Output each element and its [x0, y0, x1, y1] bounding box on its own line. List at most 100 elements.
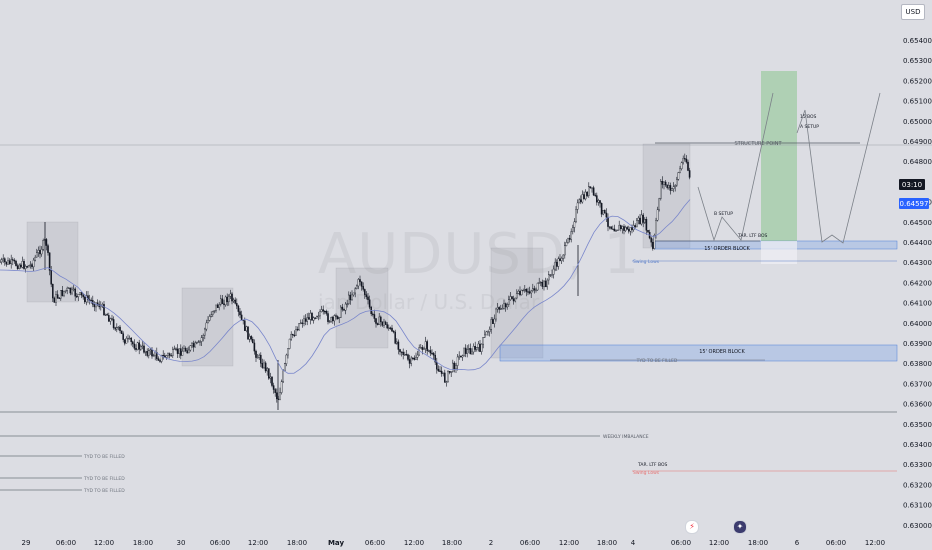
- candle-body: [324, 310, 326, 313]
- time-tick-label: 06:00: [210, 539, 230, 547]
- candle-body: [231, 293, 233, 302]
- candle-body: [178, 348, 181, 354]
- candle-body: [168, 353, 171, 356]
- candle-body: [106, 314, 108, 316]
- range-box[interactable]: [335, 267, 389, 349]
- candle-body: [348, 294, 350, 304]
- price-tick-label: 0.63300: [903, 461, 932, 469]
- candle-body: [436, 361, 438, 370]
- candle-body: [223, 303, 225, 306]
- us-flag-icon[interactable]: ✦: [733, 520, 747, 534]
- candle-body: [103, 304, 105, 316]
- candle-body: [543, 280, 545, 287]
- candle-body: [668, 185, 670, 188]
- candle-body: [117, 326, 120, 329]
- time-tick-label: 06:00: [365, 539, 385, 547]
- projection-path[interactable]: [796, 92, 881, 244]
- candle-body: [535, 289, 537, 291]
- range-box[interactable]: [490, 247, 544, 359]
- candle-body: [384, 321, 387, 325]
- symbol-description-watermark: ian Dollar / U.S. Dollar: [318, 290, 540, 314]
- candle-body: [135, 348, 137, 350]
- candle-body: [378, 316, 381, 325]
- candle-body: [330, 317, 333, 322]
- projection-path[interactable]: [697, 92, 774, 242]
- lightning-icon[interactable]: ⚡: [685, 520, 699, 534]
- candle-body: [253, 342, 256, 352]
- candle-body: [533, 288, 536, 291]
- time-tick-label: 06:00: [520, 539, 540, 547]
- candle-body: [359, 279, 361, 283]
- candle-body: [175, 348, 177, 350]
- price-tick-label: 0.64900: [903, 138, 932, 146]
- candle-body: [311, 312, 313, 321]
- candle-body: [237, 305, 240, 312]
- long-position-target[interactable]: [761, 71, 797, 241]
- candle-body: [492, 319, 494, 324]
- candle-body: [554, 261, 556, 270]
- candle-body: [112, 319, 115, 328]
- candle-body: [58, 297, 60, 299]
- time-tick-label: 2: [489, 539, 493, 547]
- candle-body: [53, 297, 56, 303]
- candle-body: [3, 258, 6, 263]
- candle-body: [508, 299, 510, 305]
- candle-body: [661, 180, 664, 185]
- countdown-label: 03:10: [902, 181, 922, 189]
- candle-body: [460, 355, 462, 358]
- candle-body: [623, 226, 625, 231]
- time-tick-label: 06:00: [826, 539, 846, 547]
- candle-body: [514, 297, 516, 302]
- time-tick-label: 18:00: [597, 539, 617, 547]
- candle-body: [218, 304, 221, 308]
- candle-body: [357, 279, 360, 287]
- candle-body: [424, 341, 427, 349]
- currency-selector[interactable]: USD: [901, 4, 925, 20]
- candle-body: [282, 370, 285, 382]
- candle-body: [400, 351, 403, 353]
- moving-average-line[interactable]: [0, 199, 691, 374]
- candle-body: [548, 274, 550, 281]
- price-tick-label: 0.63000: [903, 522, 932, 530]
- candle-body: [546, 279, 548, 288]
- candle-body: [10, 259, 13, 265]
- candle-body: [594, 194, 596, 197]
- candle-body: [293, 334, 296, 337]
- candle-body: [269, 376, 272, 379]
- time-tick-label: 12:00: [404, 539, 424, 547]
- swing-lows-top-label: Swing Lows: [633, 259, 660, 265]
- candle-body: [256, 357, 259, 359]
- candle-body: [517, 290, 520, 294]
- candle-body: [157, 358, 160, 361]
- candle-body: [575, 209, 577, 223]
- price-tick-label: 0.63600: [903, 401, 932, 409]
- candle-body: [143, 345, 145, 353]
- candle-body: [376, 323, 379, 325]
- candle-body: [165, 355, 168, 358]
- candle-body: [284, 363, 286, 372]
- candle-body: [306, 317, 309, 322]
- candle-body: [255, 350, 257, 358]
- candle-body: [610, 226, 612, 230]
- candle-body: [2, 258, 4, 261]
- candle-body: [26, 266, 29, 268]
- long-position-stop[interactable]: [761, 241, 797, 264]
- candles[interactable]: [0, 153, 691, 410]
- candle-body: [173, 348, 176, 350]
- candle-body: [607, 216, 609, 227]
- order-block-bottom[interactable]: [499, 344, 898, 362]
- candle-body: [588, 186, 590, 196]
- candle-body: [229, 293, 232, 297]
- candle-body: [602, 210, 604, 215]
- candle-body: [162, 354, 165, 357]
- candle-body: [365, 294, 368, 298]
- range-box[interactable]: [642, 143, 691, 249]
- range-box[interactable]: [181, 287, 234, 367]
- candle-body: [29, 264, 32, 266]
- candle-body: [219, 298, 222, 305]
- price-tick-label: 0.65100: [903, 98, 932, 106]
- candle-body: [656, 209, 659, 221]
- candle-body: [639, 217, 641, 225]
- candle-body: [300, 322, 302, 324]
